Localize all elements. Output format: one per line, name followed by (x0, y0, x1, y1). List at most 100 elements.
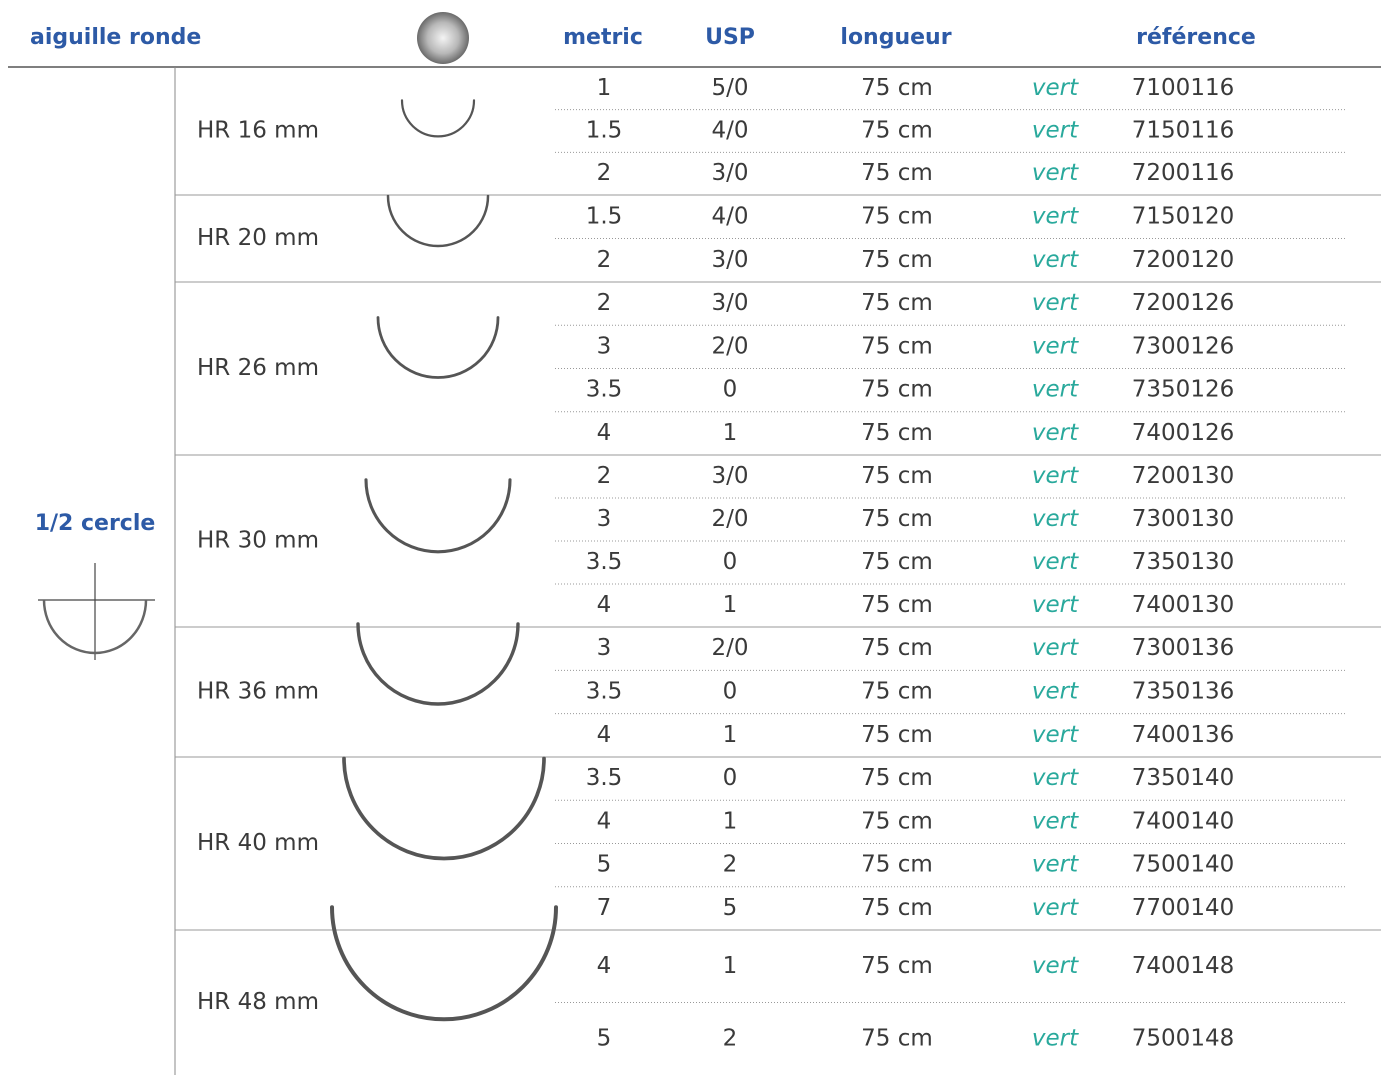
color: vert (1032, 333, 1079, 359)
reference: 7350140 (1132, 765, 1234, 791)
length: 75 cm (861, 247, 933, 273)
usp: 1 (723, 592, 738, 618)
length: 75 cm (861, 203, 933, 229)
usp: 3/0 (711, 463, 748, 489)
color: vert (1032, 203, 1079, 229)
length: 75 cm (861, 290, 933, 316)
column-header: référence (1136, 25, 1256, 50)
usp: 1 (723, 420, 738, 446)
usp: 1 (723, 808, 738, 834)
needle-drawing (366, 480, 510, 552)
color: vert (1032, 75, 1079, 101)
length: 75 cm (861, 463, 933, 489)
length: 75 cm (861, 506, 933, 532)
reference: 7200130 (1132, 463, 1234, 489)
metric: 5 (597, 852, 612, 878)
color: vert (1032, 463, 1079, 489)
needle-size: HR 30 mm (197, 528, 319, 554)
metric: 1.5 (586, 203, 623, 229)
usp: 2/0 (711, 635, 748, 661)
color: vert (1032, 247, 1079, 273)
color: vert (1032, 808, 1079, 834)
length: 75 cm (861, 808, 933, 834)
length: 75 cm (861, 377, 933, 403)
color: vert (1032, 160, 1079, 186)
color: vert (1032, 290, 1079, 316)
metric: 4 (597, 808, 612, 834)
needle-drawing (388, 196, 488, 246)
reference: 7400126 (1132, 420, 1234, 446)
length: 75 cm (861, 75, 933, 101)
reference: 7400148 (1132, 953, 1234, 979)
table: aiguille ronde metric USP longueur référ… (0, 0, 1381, 1075)
metric: 2 (597, 160, 612, 186)
length: 75 cm (861, 118, 933, 144)
section-label: 1/2 cercle (35, 511, 156, 536)
metric: 3 (597, 333, 612, 359)
reference: 7300130 (1132, 506, 1234, 532)
needle-drawing (402, 100, 474, 136)
metric: 5 (597, 1025, 612, 1051)
usp: 2/0 (711, 333, 748, 359)
length: 75 cm (861, 953, 933, 979)
reference: 7350136 (1132, 679, 1234, 705)
usp: 2 (723, 852, 738, 878)
length: 75 cm (861, 333, 933, 359)
reference: 7400136 (1132, 722, 1234, 748)
reference: 7350130 (1132, 549, 1234, 575)
needle-drawing (344, 759, 544, 859)
length: 75 cm (861, 420, 933, 446)
reference: 7200116 (1132, 160, 1234, 186)
metric: 4 (597, 592, 612, 618)
needle-size: HR 20 mm (197, 225, 319, 251)
color: vert (1032, 953, 1079, 979)
length: 75 cm (861, 722, 933, 748)
length: 75 cm (861, 635, 933, 661)
reference: 7400140 (1132, 808, 1234, 834)
color: vert (1032, 895, 1079, 921)
color: vert (1032, 722, 1079, 748)
length: 75 cm (861, 679, 933, 705)
reference: 7500148 (1132, 1025, 1234, 1051)
needle-drawing (332, 907, 556, 1019)
metric: 1 (597, 75, 612, 101)
metric: 3.5 (586, 765, 623, 791)
color: vert (1032, 1025, 1079, 1051)
page: {"header":{"title":"aiguille ronde","col… (0, 0, 1381, 1075)
reference: 7700140 (1132, 895, 1234, 921)
metric: 3.5 (586, 679, 623, 705)
length: 75 cm (861, 160, 933, 186)
needle-icon (417, 12, 469, 64)
metric: 3 (597, 635, 612, 661)
metric: 4 (597, 420, 612, 446)
needle-size: HR 48 mm (197, 989, 319, 1015)
reference: 7150120 (1132, 203, 1234, 229)
color: vert (1032, 506, 1079, 532)
length: 75 cm (861, 895, 933, 921)
color: vert (1032, 592, 1079, 618)
header-title: aiguille ronde (30, 25, 201, 50)
color: vert (1032, 118, 1079, 144)
length: 75 cm (861, 1025, 933, 1051)
color: vert (1032, 679, 1079, 705)
reference: 7300136 (1132, 635, 1234, 661)
usp: 1 (723, 722, 738, 748)
length: 75 cm (861, 549, 933, 575)
column-header: longueur (840, 25, 951, 50)
needle-size: HR 16 mm (197, 118, 319, 144)
length: 75 cm (861, 852, 933, 878)
usp: 5 (723, 895, 738, 921)
column-header: USP (705, 25, 755, 50)
column-header: metric (563, 25, 643, 50)
color: vert (1032, 549, 1079, 575)
reference: 7100116 (1132, 75, 1234, 101)
metric: 2 (597, 290, 612, 316)
usp: 3/0 (711, 160, 748, 186)
usp: 0 (723, 765, 738, 791)
metric: 4 (597, 953, 612, 979)
length: 75 cm (861, 592, 933, 618)
reference: 7300126 (1132, 333, 1234, 359)
reference: 7350126 (1132, 377, 1234, 403)
color: vert (1032, 635, 1079, 661)
usp: 2/0 (711, 506, 748, 532)
